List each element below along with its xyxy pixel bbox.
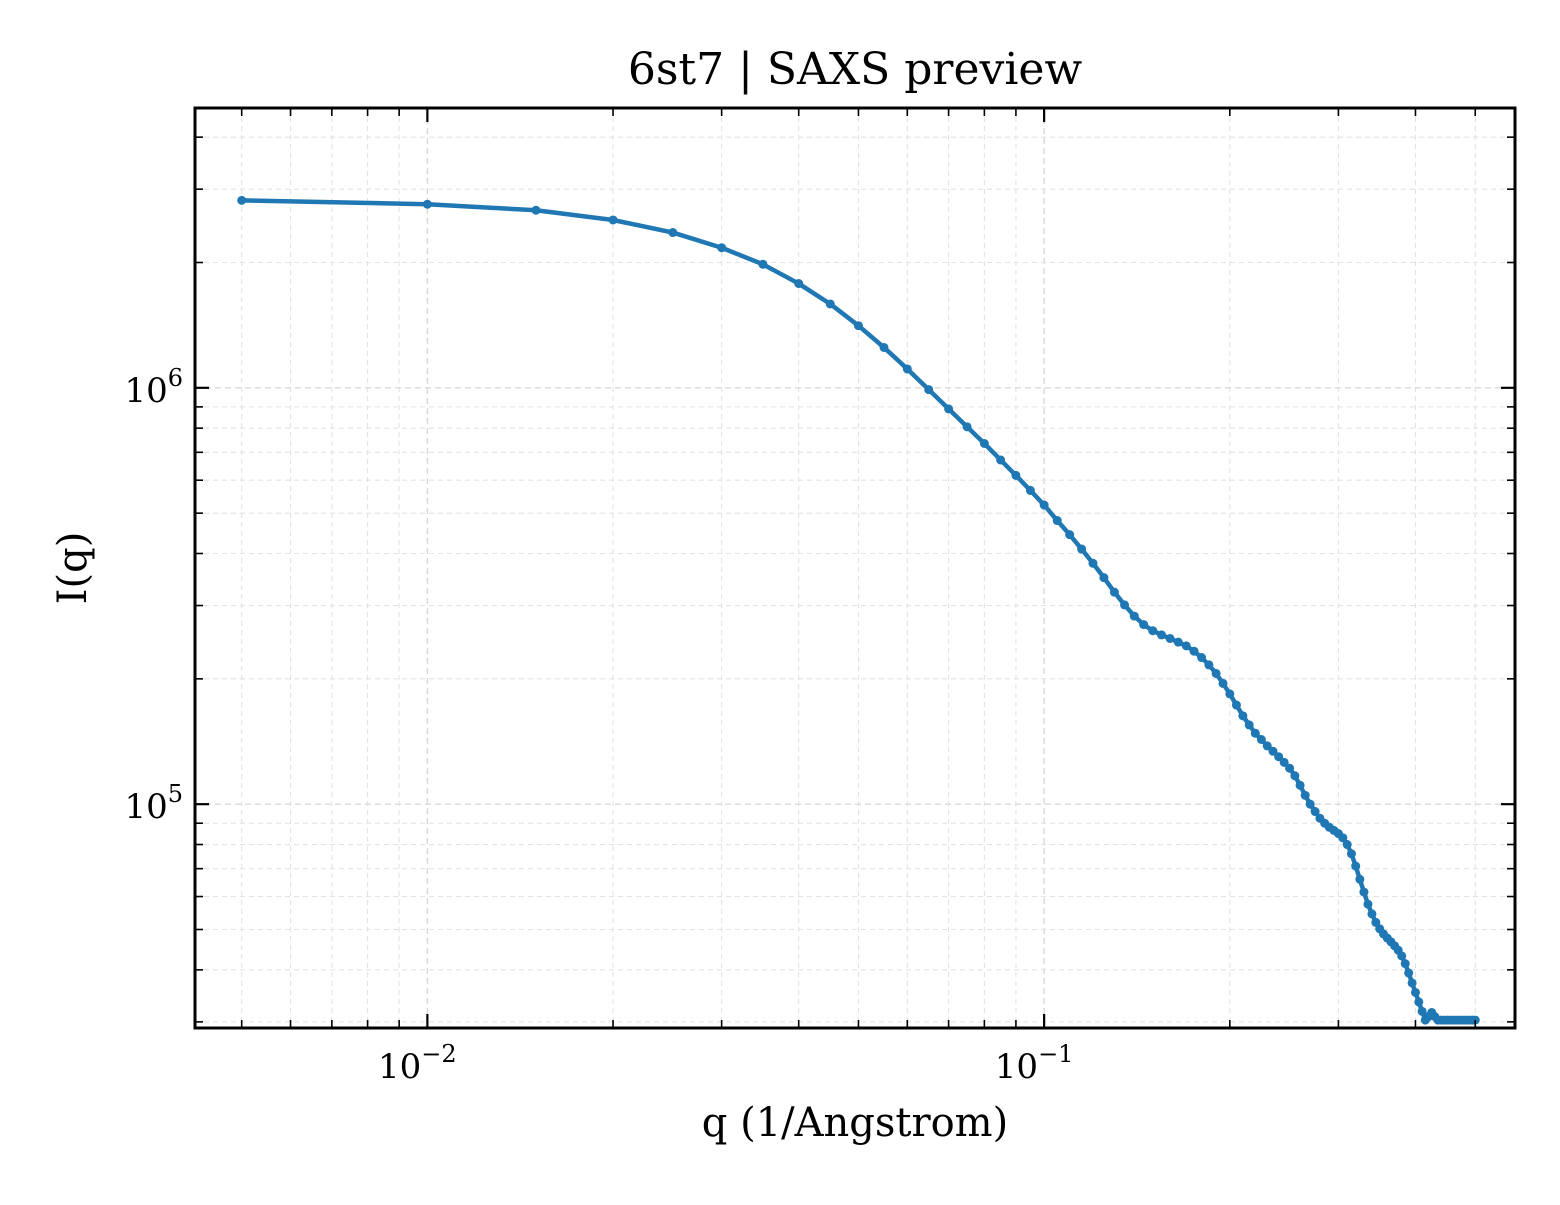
data-point [1367, 909, 1377, 919]
data-point [1417, 1006, 1427, 1016]
data-point [1129, 611, 1139, 621]
data-point [902, 364, 912, 374]
data-point [1300, 790, 1310, 800]
data-point [1211, 668, 1221, 678]
data-point [1025, 485, 1035, 495]
x-tick-label: 10−1 [995, 1040, 1074, 1087]
data-point [1231, 700, 1241, 710]
y-tick-label: 105 [124, 780, 183, 827]
data-point [1400, 959, 1410, 969]
grid [195, 108, 1515, 1028]
data-point [1250, 728, 1260, 738]
data-point [1139, 620, 1149, 630]
data-point [1355, 874, 1365, 884]
data-point [1256, 735, 1266, 744]
data-point [1218, 678, 1228, 688]
data-point [531, 205, 541, 215]
data-point [1173, 637, 1183, 647]
data-point [758, 259, 768, 269]
x-tick-label: 10−2 [378, 1040, 457, 1087]
data-point [1109, 587, 1119, 597]
data-point [1279, 757, 1289, 767]
data-point [1148, 626, 1158, 636]
data-point [668, 228, 678, 238]
data-point [1165, 633, 1175, 643]
series-layer [237, 195, 1480, 1025]
y-tick-label: 106 [124, 364, 183, 411]
data-point [794, 279, 804, 289]
data-point [1268, 746, 1278, 756]
data-point [1285, 763, 1295, 773]
data-point [1065, 530, 1075, 540]
data-point [1397, 951, 1407, 961]
data-point [1262, 741, 1272, 751]
data-point [1204, 660, 1214, 670]
data-point [1342, 840, 1352, 850]
data-point [979, 439, 989, 448]
data-point [1310, 807, 1320, 817]
data-point [1238, 711, 1248, 721]
data-point [1052, 516, 1062, 526]
data-point [1305, 799, 1315, 809]
data-point [1189, 646, 1199, 656]
y-axis-label: I(q) [50, 532, 96, 605]
data-point [1225, 689, 1235, 699]
data-point [1404, 968, 1414, 978]
data-point [1359, 887, 1369, 897]
data-point [1157, 630, 1167, 640]
data-point [924, 385, 934, 395]
data-point [944, 404, 954, 414]
data-point [237, 195, 247, 205]
data-point [1414, 997, 1424, 1007]
data-point [608, 215, 618, 225]
data-point [1181, 641, 1191, 651]
ticks: 10−2 10−1 105 106 [124, 108, 1515, 1087]
data-point [1244, 720, 1254, 730]
data-point [879, 342, 889, 352]
data-point [1351, 861, 1361, 871]
data-point [1197, 653, 1207, 663]
data-point [717, 243, 727, 253]
data-point [1407, 978, 1417, 988]
data-point [1346, 849, 1356, 859]
data-point [825, 299, 835, 309]
data-point [996, 455, 1006, 465]
data-point [1295, 780, 1305, 790]
data-point [1290, 771, 1300, 781]
data-point [1039, 500, 1049, 510]
x-axis-label: q (1/Angstrom) [702, 1100, 1008, 1146]
data-point [1088, 558, 1098, 568]
plot-frame [193, 106, 1517, 1030]
data-point [1077, 544, 1087, 554]
data-point [962, 422, 972, 432]
data-point [853, 321, 863, 331]
data-point [422, 199, 432, 209]
chart-title: 6st7 | SAXS preview [628, 44, 1083, 95]
data-point [1338, 833, 1348, 843]
data-point [1363, 899, 1373, 909]
data-point [1099, 573, 1109, 583]
data-point [1410, 987, 1420, 997]
data-point [1274, 752, 1284, 762]
data-point [1011, 470, 1021, 480]
data-point [1120, 600, 1130, 610]
